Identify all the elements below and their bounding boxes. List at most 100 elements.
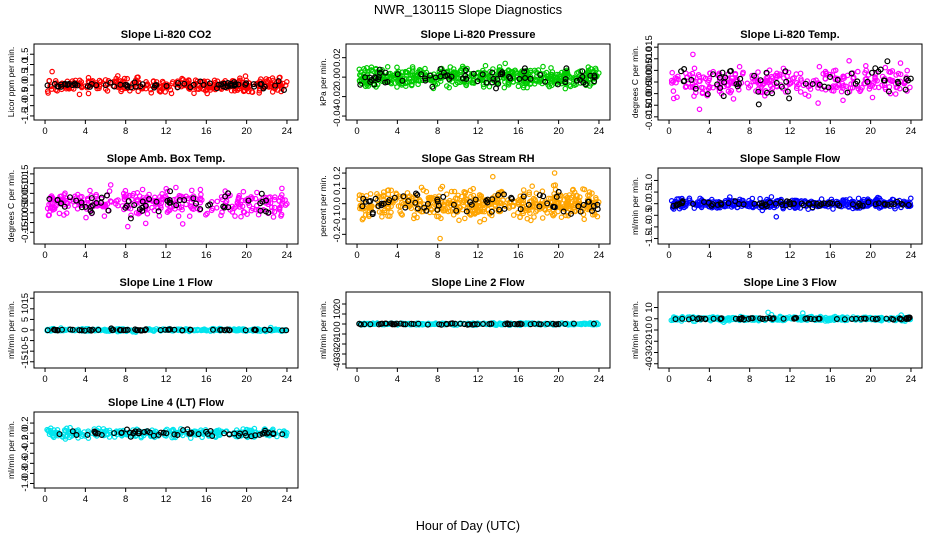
point (730, 96, 737, 102)
point-selected (424, 321, 431, 328)
point-selected (809, 204, 816, 211)
point-selected (553, 193, 560, 200)
point (199, 197, 205, 203)
point (580, 186, 586, 192)
point-selected (718, 201, 725, 208)
point-selected (163, 430, 170, 437)
point-selected (408, 320, 415, 327)
point (164, 188, 171, 195)
point-selected (495, 192, 502, 199)
point-selected (766, 315, 773, 322)
point (538, 70, 544, 77)
point (445, 199, 451, 206)
point-selected (448, 73, 455, 80)
point (767, 82, 774, 89)
x-tick-label: 8 (747, 250, 752, 261)
point-selected (472, 196, 479, 203)
point (515, 209, 521, 216)
point (527, 210, 533, 217)
point (820, 71, 827, 77)
y-tick-label: 0.0 (644, 197, 655, 210)
point (248, 194, 254, 200)
point (447, 202, 454, 209)
point (254, 189, 260, 196)
y-tick-label: -0.6 (20, 455, 31, 471)
point (186, 213, 193, 220)
point-selected (372, 195, 379, 202)
point (63, 195, 70, 202)
point (735, 87, 742, 93)
point-selected (98, 432, 105, 439)
point-selected (902, 86, 909, 93)
x-tick-label: 24 (594, 250, 605, 261)
point (276, 74, 283, 81)
point (547, 80, 554, 87)
point-selected (251, 326, 258, 333)
point (385, 191, 392, 198)
point-selected (72, 81, 79, 88)
point-selected (51, 80, 58, 87)
point (520, 187, 527, 193)
point (410, 215, 417, 222)
point (732, 71, 739, 78)
point (118, 88, 124, 95)
point (96, 77, 103, 84)
point (732, 77, 739, 84)
point-selected (736, 315, 743, 322)
y-axis-label: Licor ppm per min. (6, 47, 16, 117)
point-selected (187, 326, 194, 333)
point (565, 199, 571, 205)
point-selected (181, 80, 188, 87)
point (271, 196, 278, 203)
point (552, 182, 559, 188)
point (106, 188, 113, 194)
x-tick-label: 20 (865, 374, 876, 385)
point (368, 203, 375, 210)
scatter-points (668, 51, 914, 113)
point-selected (258, 190, 265, 197)
point-selected (849, 201, 856, 208)
point (203, 212, 209, 218)
point (479, 67, 486, 74)
point-selected (128, 84, 135, 91)
point (493, 322, 500, 328)
x-tick-label: 0 (666, 250, 671, 261)
point-selected (874, 315, 881, 322)
point-selected (829, 200, 836, 207)
point-selected (139, 81, 146, 88)
y-axis-label: degrees C per min. (6, 170, 16, 242)
point (197, 186, 204, 193)
point (464, 205, 471, 212)
y-tick-label: 1.5 (20, 48, 31, 61)
point-selected (217, 327, 224, 334)
x-tick-label: 20 (241, 250, 252, 261)
point (869, 94, 876, 101)
point (107, 182, 114, 188)
panel-title: Slope Li-820 Temp. (740, 29, 839, 41)
point-selected (818, 201, 825, 208)
point-selected (139, 198, 146, 205)
point (562, 68, 568, 75)
y-tick-label: -30 (644, 346, 655, 360)
point (187, 203, 194, 209)
point (840, 97, 846, 104)
point (213, 433, 219, 440)
point-selected (762, 201, 769, 208)
point-selected (525, 201, 532, 208)
point (857, 88, 863, 95)
point (570, 193, 576, 199)
point (128, 212, 134, 219)
point-selected (489, 69, 496, 76)
point-selected (474, 78, 481, 85)
point-selected (544, 320, 551, 327)
point-selected (259, 198, 266, 205)
point-selected (679, 315, 686, 322)
point-selected (508, 194, 515, 201)
point (85, 90, 92, 97)
point-selected (174, 84, 181, 91)
point (448, 188, 455, 195)
point (570, 75, 576, 81)
point-selected (783, 78, 790, 85)
point (218, 212, 224, 219)
point-selected (864, 78, 871, 85)
